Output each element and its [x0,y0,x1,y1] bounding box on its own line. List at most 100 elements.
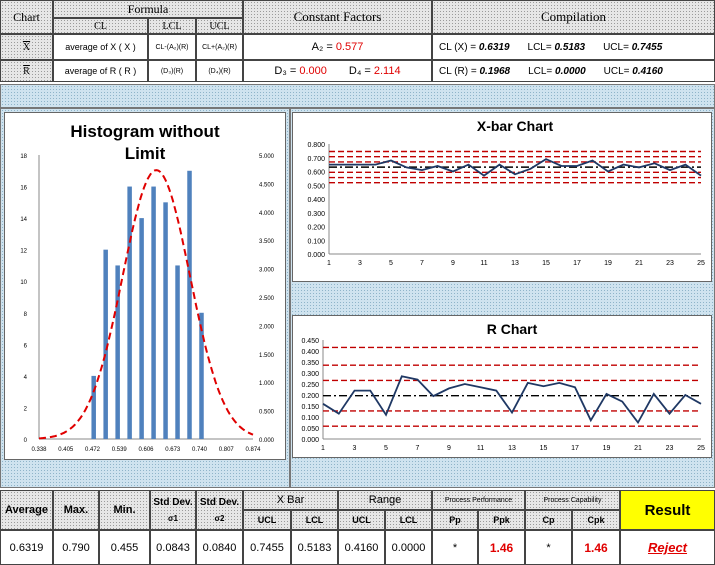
stat-xbar-ucl-value: 0.7455 [243,530,291,565]
a2-label: A₂ = [311,41,333,53]
xbar-y-tick-label: 0.500 [307,183,325,190]
hist-bar [103,249,108,439]
hist-x-tick-label: 0.740 [192,447,208,453]
rchart-x-tick-label: 19 [603,445,611,452]
sd2-header-label: Std Dev. [199,497,240,508]
hist-x-tick-label: 0.874 [245,447,261,453]
result-header-label: Result [644,501,691,519]
rchart-series-line [322,375,702,425]
xbar-lcl-value: 0.5183 [554,41,586,53]
stat-pp-value: * [432,530,478,565]
xbar-x-tick-label: 17 [573,260,581,267]
row-xbar-lcl-formula: CL-(A₂)(R) [148,34,196,60]
hist-left-tick-label: 10 [20,280,27,286]
hist-left-tick-label: 4 [24,375,28,381]
row-r-lcl-formula: (D₃)(R) [148,60,196,82]
xbar-x-tick-label: 21 [635,260,643,267]
hist-left-tick-label: 14 [20,217,27,223]
hist-right-tick-label: 0.000 [259,438,275,444]
pp-header-label: Pp [449,515,461,525]
hist-right-tick-label: 1.500 [259,353,275,359]
xbar-title: X-bar Chart [477,118,554,134]
header-ucl: UCL [196,18,243,34]
row-r-cl-formula: average of R ( R ) [53,60,148,82]
average-value: 0.6319 [9,541,44,554]
xbar-y-tick-label: 0.800 [307,142,325,149]
cpk-header-label: Cpk [587,515,605,525]
cp-header-label: Cp [542,515,555,525]
r-chart-label: R [23,65,30,77]
r-panel: R Chart 0.000 0.050 0.100 0.150 0.200 0.250 0.3… [292,315,712,458]
stat-xbar-ucl-header: UCL [243,510,291,530]
r-lcl-formula-text: (D₃)(R) [160,67,184,75]
xbar-x-tick-label: 15 [542,260,550,267]
hist-right-tick-label: 2.000 [259,324,275,330]
stat-perf-header: Process Performance [432,490,525,510]
sd1-value: 0.0843 [156,541,190,554]
xbar-x-tick-label: 25 [697,260,705,267]
compilation-label: Compilation [541,9,606,24]
row-xbar-cl-formula: average of X ( X ) [53,34,148,60]
xbar-header-label: X Bar [276,494,305,506]
stat-pp-header: Pp [432,510,478,530]
xbar-y-tick-label: 0.400 [307,197,325,204]
rchart-y-tick-label: 0.150 [301,404,319,411]
stat-cp-value: * [525,530,572,565]
cl-header-label: CL [94,20,107,32]
constant-factors-label: Constant Factors [293,9,382,24]
hist-x-tick-label: 0.606 [138,447,154,453]
r-cl-formula-text: average of R ( R ) [64,66,137,76]
hist-right-tick-label: 3.000 [259,268,275,274]
xbar-y-tick-label: 0.000 [307,252,325,259]
xbar-x-tick-label: 19 [604,260,612,267]
hist-left-tick-label: 16 [20,186,27,192]
xbar-y-tick-label: 0.100 [307,238,325,245]
stat-range-lcl-value: 0.0000 [385,530,432,565]
r-chart: R Chart 0.000 0.050 0.100 0.150 0.200 0.250 0.3… [301,321,705,452]
hist-left-tick-label: 6 [24,343,28,349]
hist-bar [199,312,204,439]
rchart-x-tick-label: 25 [697,445,705,452]
rchart-y-tick-label: 0.450 [301,338,319,345]
xbar-x-tick-label: 1 [327,260,331,267]
average-header-label: Average [4,504,48,516]
xbar-ucl-value: 0.7455 [250,541,284,554]
xbar-y-tick-label: 0.700 [307,156,325,163]
min-header-label: Min. [113,504,136,516]
rchart-x-tick-label: 17 [571,445,579,452]
stat-max-header: Max. [53,490,99,530]
rchart-x-tick-label: 11 [477,445,484,452]
range-header-label: Range [368,494,402,506]
result-value-text: Reject [647,540,688,555]
hist-left-tick-label: 12 [20,249,27,255]
hist-right-tick-label: 1.000 [259,381,275,387]
hist-bar [127,186,132,439]
hist-bar [151,186,156,439]
rchart-x-tick-label: 3 [353,445,357,452]
hist-right-tick-label: 3.500 [259,239,275,245]
row-r-compilation: CL (R) = 0.1968 LCL= 0.0000 UCL= 0.4160 [432,60,715,82]
rchart-y-tick-label: 0.250 [301,382,319,389]
stat-average-header: Average [0,490,53,530]
sd2-value: 0.0840 [202,541,237,554]
rchart-x-tick-label: 9 [447,445,451,452]
hist-x-tick-label: 0.472 [85,447,101,453]
hist-x-tick-label: 0.673 [165,447,181,453]
hist-bar [163,202,168,439]
row-xbar-compilation: CL (X) = 0.6319 LCL= 0.5183 UCL= 0.7455 [432,34,715,60]
r-lcl-value: 0.0000 [555,65,586,77]
cap-header-label: Process Capability [543,496,602,504]
stat-range-header: Range [338,490,432,510]
hist-right-tick-label: 4.000 [259,211,275,217]
stat-range-ucl-value: 0.4160 [338,530,385,565]
range-ucl-value: 0.4160 [344,541,379,554]
hist-x-tick-label: 0.405 [58,447,74,453]
rchart-y-tick-label: 0.050 [301,426,319,433]
perf-header-label: Process Performance [444,496,513,504]
spacer-band [0,84,715,108]
hist-normal-curve [38,169,254,440]
rchart-x-tick-label: 21 [634,445,642,452]
rchart-y-tick-label: 0.350 [301,360,319,367]
result-header: Result [620,490,715,530]
hist-bar [187,170,192,439]
